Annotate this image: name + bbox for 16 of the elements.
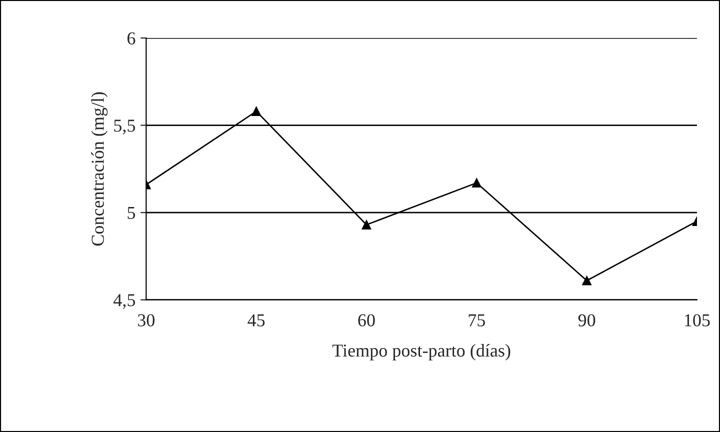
point [362,220,372,230]
x-tick-label: 60 [358,314,375,326]
x-tick-label: 105 [685,314,710,326]
point [582,276,592,286]
x-tick-label: 90 [578,314,596,326]
y-tick-label: 5 [128,206,136,219]
y-tick-label: 5,5 [114,120,136,134]
x-axis-title: Tiempo post-parto (días) [332,344,510,360]
point [252,106,262,116]
x-tick-label: 45 [248,314,265,326]
point [472,178,482,188]
x-tick-label: 30 [138,314,154,326]
y-tick-label: 6 [127,32,136,44]
x-tick-label: 75 [468,314,485,326]
y-tick-label: 4,5 [114,294,136,309]
y-axis-title: Concentración (mg/l) [91,92,108,246]
